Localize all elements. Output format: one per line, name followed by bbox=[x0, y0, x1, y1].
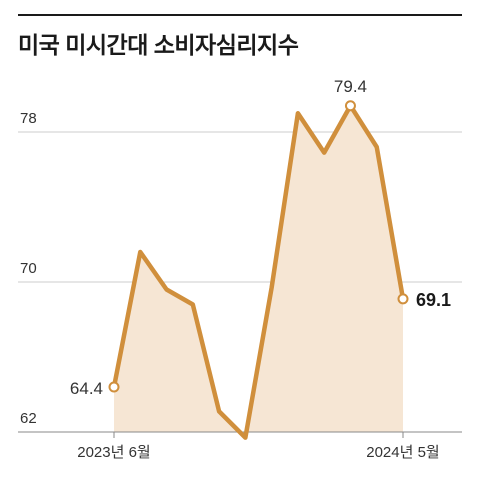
marker-point-9 bbox=[344, 100, 356, 112]
series-area bbox=[114, 105, 403, 438]
series-line bbox=[111, 103, 406, 440]
x-tick-label-1: 2024년 5월 bbox=[366, 444, 439, 461]
data-label-first: 64.4 bbox=[70, 379, 103, 398]
marker-point-11 bbox=[397, 293, 409, 305]
data-label-last: 69.1 bbox=[416, 290, 451, 310]
chart-title: 미국 미시간대 소비자심리지수 bbox=[18, 32, 299, 58]
y-tick-label-78: 78 bbox=[20, 110, 37, 127]
top-rule bbox=[18, 14, 462, 16]
marker-point-0 bbox=[108, 381, 120, 393]
data-label-peak: 79.4 bbox=[334, 77, 367, 96]
y-tick-label-70: 70 bbox=[20, 260, 37, 277]
x-tick-label-0: 2023년 6월 bbox=[77, 444, 150, 461]
y-tick-label-62: 62 bbox=[20, 410, 37, 427]
